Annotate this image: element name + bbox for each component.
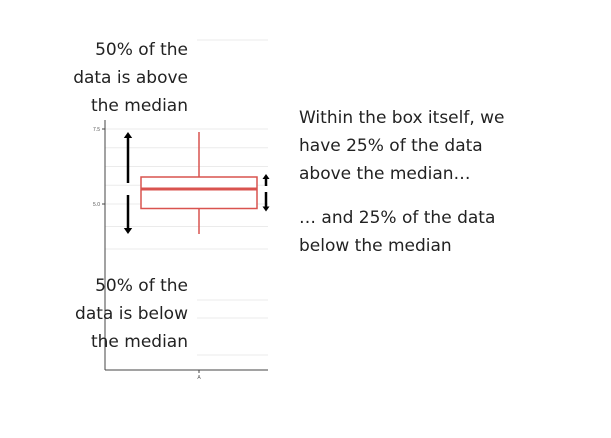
- arrow-above-median-head: [123, 132, 133, 138]
- annotation-box-below-median: … and 25% of the data below the median: [299, 208, 496, 256]
- axes: 5.0 7.5 A: [93, 120, 268, 381]
- y-tick-label: 5.0: [93, 202, 100, 208]
- annotation-above-median: 50% of the data is above the median: [73, 40, 188, 116]
- gridlines: [105, 39, 268, 356]
- arrow-below-median-head: [123, 228, 133, 234]
- y-tick-label: 7.5: [93, 127, 100, 133]
- arrow-box-above-head: [262, 174, 270, 179]
- x-tick-label: A: [197, 375, 201, 381]
- box-iqr: [140, 176, 258, 210]
- annotation-below-median: 50% of the data is below the median: [75, 276, 188, 352]
- annotation-box-above-median: Within the box itself, we have 25% of th…: [299, 108, 505, 184]
- arrow-box-below-head: [262, 206, 270, 212]
- arrows: [123, 132, 270, 234]
- boxplot: [140, 132, 258, 234]
